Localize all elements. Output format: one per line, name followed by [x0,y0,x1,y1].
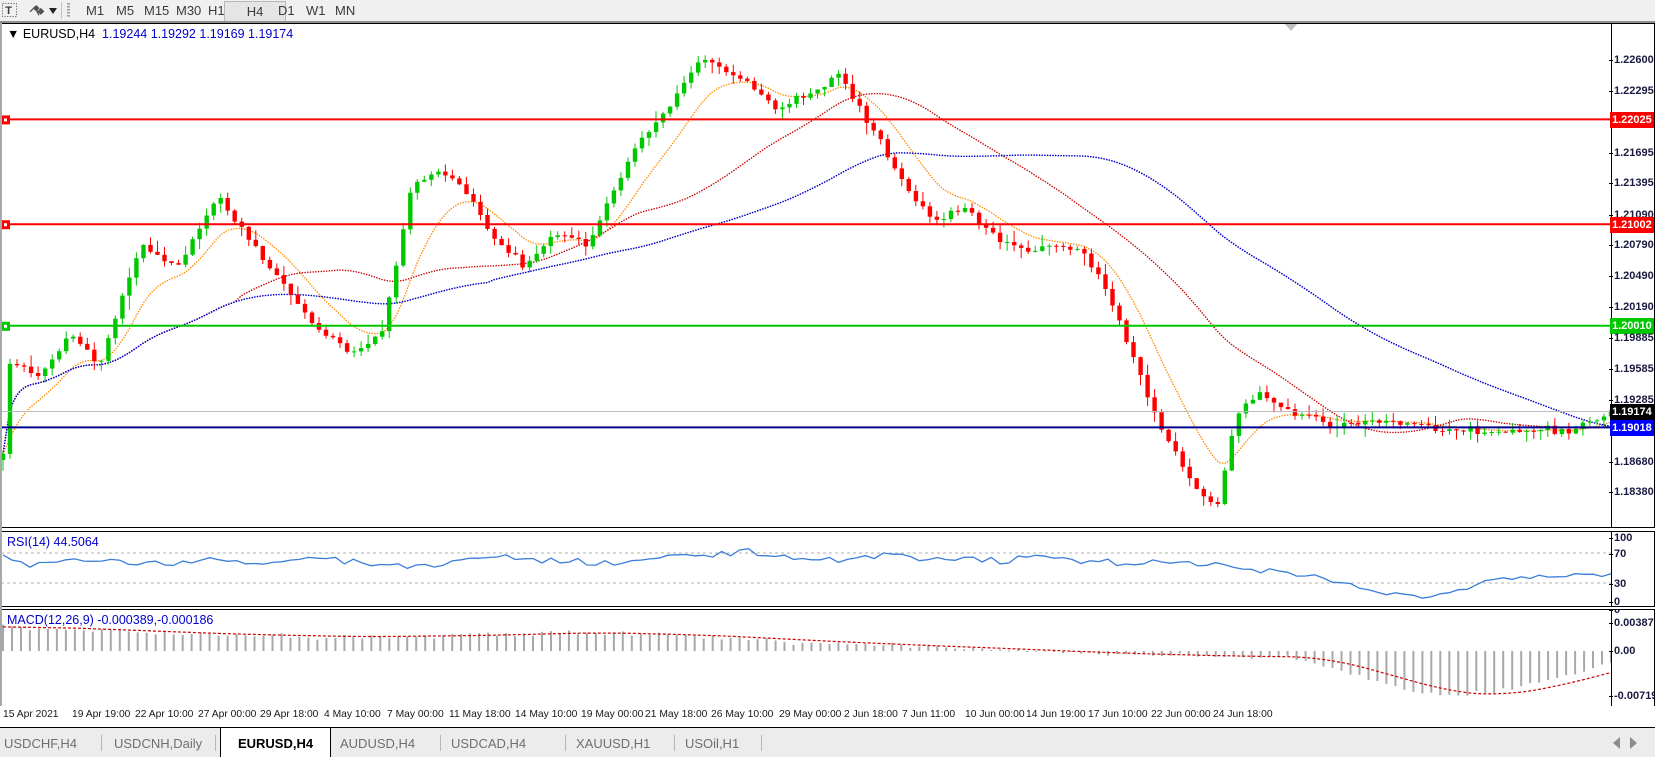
svg-text:T: T [5,5,12,17]
